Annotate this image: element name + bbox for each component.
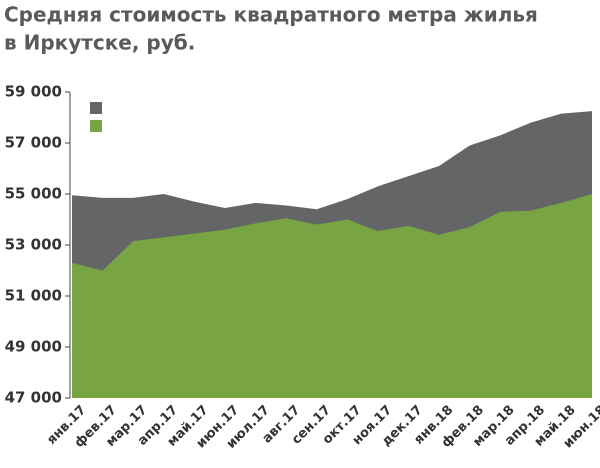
chart-title: в Иркутске, руб. bbox=[4, 31, 195, 55]
legend-label: «Вторичка» bbox=[108, 101, 189, 115]
chart-title: Средняя стоимость квадратного метра жиль… bbox=[4, 3, 538, 27]
y-tick-label: 51 000 bbox=[5, 287, 62, 305]
area bbox=[72, 194, 592, 398]
legend-swatch bbox=[90, 102, 102, 114]
y-tick-label: 59 000 bbox=[5, 83, 62, 101]
y-tick-label: 55 000 bbox=[5, 185, 62, 203]
y-tick-label: 57 000 bbox=[5, 134, 62, 152]
legend-swatch bbox=[90, 120, 102, 132]
y-tick-label: 47 000 bbox=[5, 389, 62, 407]
legend-label: Новостройки bbox=[108, 119, 198, 133]
y-tick-label: 49 000 bbox=[5, 338, 62, 356]
y-tick-label: 53 000 bbox=[5, 236, 62, 254]
